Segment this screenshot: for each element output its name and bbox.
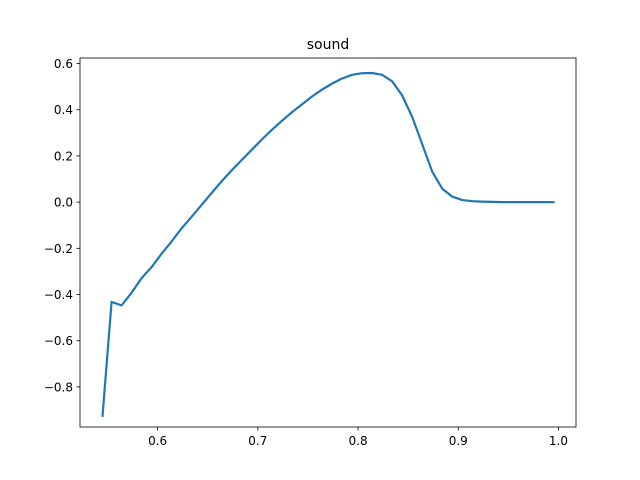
x-tick-label: 0.7 — [248, 434, 267, 448]
y-tick-label: −0.2 — [44, 242, 73, 256]
y-tick-label: 0.6 — [54, 57, 73, 71]
series-line-0 — [101, 71, 555, 417]
x-tick-label: 0.9 — [449, 434, 468, 448]
x-tick-label: 0.8 — [349, 434, 368, 448]
x-tick-label: 0.6 — [148, 434, 167, 448]
x-axis: 0.6 0.7 0.8 0.9 1.0 — [148, 427, 568, 448]
y-tick-label: −0.8 — [44, 380, 73, 394]
chart-title: sound — [307, 37, 350, 53]
plot-area — [101, 71, 555, 417]
y-tick-label: −0.4 — [44, 288, 73, 302]
y-tick-label: 0.2 — [54, 149, 73, 163]
x-tick-label: 1.0 — [549, 434, 568, 448]
y-tick-label: −0.6 — [44, 334, 73, 348]
axes-frame — [79, 57, 577, 428]
y-tick-label: 0.0 — [54, 196, 73, 210]
y-axis: −0.8 −0.6 −0.4 −0.2 0.0 0.2 0.4 0.6 — [44, 57, 80, 394]
y-tick-label: 0.4 — [54, 103, 73, 117]
